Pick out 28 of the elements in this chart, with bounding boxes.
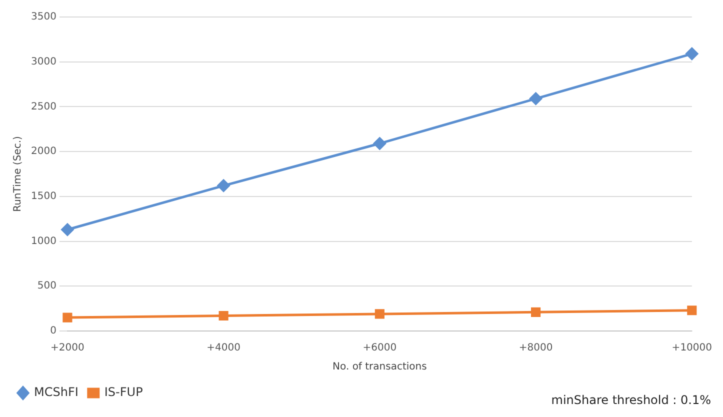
y-tick-label: 3500 [30,12,56,23]
x-tick-label: +4000 [206,342,240,354]
y-tick-label: 0 [50,326,56,337]
x-axis-title: No. of transactions [332,362,427,373]
point [531,307,541,317]
point [373,137,386,150]
text: minShare threshold : 0.1% [551,393,711,407]
x-tick-label: +2000 [50,342,84,354]
y-tick-label: 500 [37,280,56,292]
y-tick-label: 1500 [30,191,56,202]
point [61,223,74,236]
point [374,309,384,319]
legend-label: MCShFI [34,385,78,400]
y-tick-label: 1000 [30,236,56,247]
point [217,179,230,192]
y-tick-label: 3000 [30,56,56,68]
y-tick-label: 2500 [30,101,56,112]
x-tick-label: +6000 [362,342,397,354]
y-axis-title: RunTime (Sec.) [12,136,24,212]
y-tick-label: 2000 [30,146,56,158]
x-tick-label: +10000 [672,342,712,354]
point [62,312,72,322]
x-tick-label: +8000 [518,342,553,354]
legend-label: IS-FUP [104,385,143,400]
point [218,310,228,321]
point [687,306,697,316]
point [530,92,542,105]
point [686,48,698,60]
